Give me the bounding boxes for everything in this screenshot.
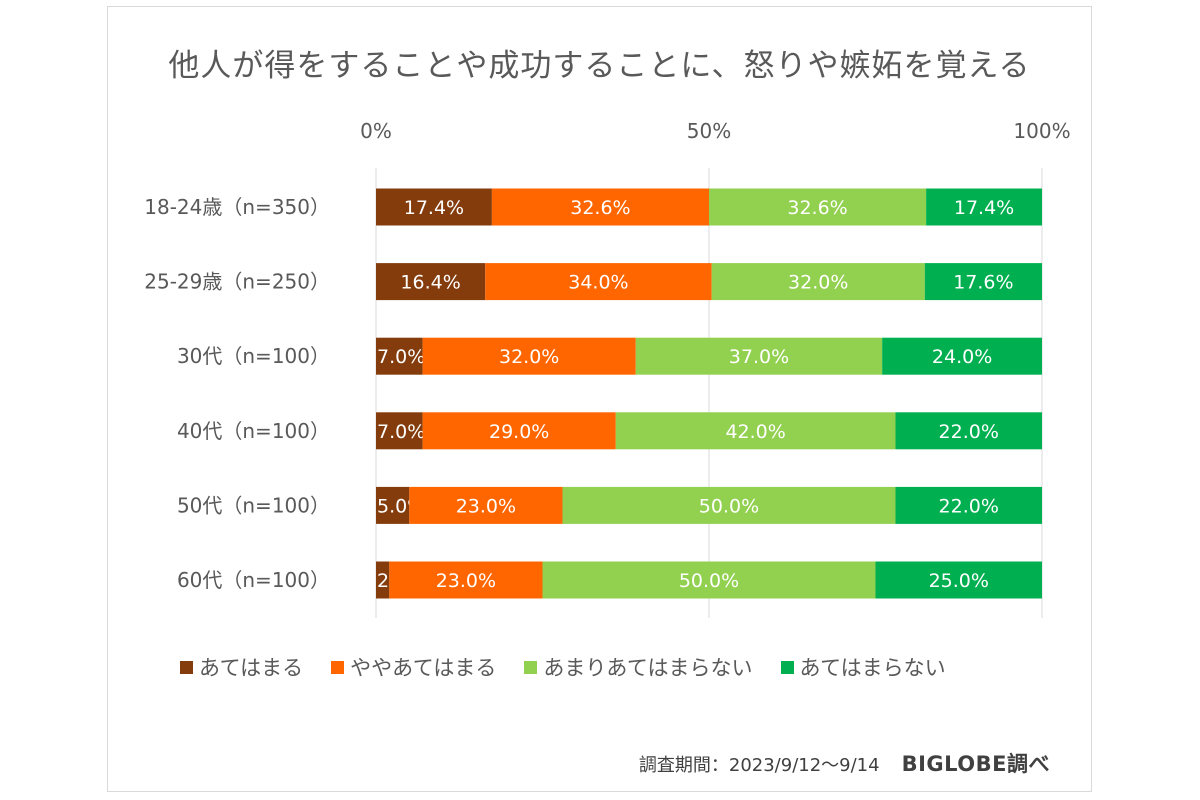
- data-label: 7.0%: [377, 421, 425, 443]
- data-label: 22.0%: [939, 421, 999, 443]
- data-label: 23.0%: [456, 495, 516, 517]
- category-label: 30代（n=100）: [177, 344, 330, 368]
- data-label: 32.6%: [570, 197, 630, 219]
- category-label: 18-24歳（n=350）: [144, 195, 330, 219]
- bar-segment: [895, 486, 1042, 524]
- bar-segment: [376, 561, 390, 599]
- legend-item: あてはまる: [180, 652, 303, 682]
- data-label: 34.0%: [568, 272, 628, 294]
- data-label: 24.0%: [932, 346, 992, 368]
- bar-segment: [422, 337, 636, 375]
- data-label: 32.0%: [788, 272, 848, 294]
- legend-item: ややあてはまる: [331, 652, 496, 682]
- data-label: 37.0%: [729, 346, 789, 368]
- bar-segment: [376, 263, 486, 301]
- chart-frame: [107, 6, 1092, 792]
- bar-segment: [711, 263, 925, 301]
- legend-swatch: [524, 660, 538, 674]
- bar-segment: [615, 412, 896, 450]
- data-label: 32.6%: [787, 197, 847, 219]
- bar-segment: [542, 561, 876, 599]
- category-label: 50代（n=100）: [177, 493, 330, 517]
- x-tick-label: 100%: [1013, 119, 1070, 143]
- x-tick-label: 50%: [687, 119, 731, 143]
- data-label: 17.4%: [954, 197, 1014, 219]
- bar-segment: [389, 561, 543, 599]
- data-label: 23.0%: [436, 570, 496, 592]
- bar-segment: [875, 561, 1042, 599]
- data-label: 22.0%: [939, 495, 999, 517]
- footer: 調査期間：2023/9/12～9/14 BIGLOBE調べ: [639, 748, 1050, 778]
- data-label: 50.0%: [699, 495, 759, 517]
- legend-item: あまりあてはまらない: [524, 652, 753, 682]
- data-label: 25.0%: [929, 570, 989, 592]
- category-label: 40代（n=100）: [177, 419, 330, 443]
- legend-label: あてはまる: [199, 656, 304, 680]
- bar-segment: [376, 188, 492, 226]
- data-label: 17.4%: [404, 197, 464, 219]
- x-tick-label: 0%: [360, 119, 392, 143]
- data-label: 16.4%: [400, 272, 460, 294]
- bar-segment: [409, 486, 563, 524]
- data-label: 29.0%: [489, 421, 549, 443]
- source-credit: BIGLOBE調べ: [901, 752, 1050, 776]
- bar-segment: [635, 337, 883, 375]
- chart-title: 他人が得をすることや成功することに、怒りや嫉妬を覚える: [168, 48, 1031, 84]
- legend-label: ややあてはまる: [350, 656, 497, 680]
- bar-segment: [376, 337, 423, 375]
- bar-segment: [376, 486, 410, 524]
- data-label: 32.0%: [499, 346, 559, 368]
- bar-segment: [926, 188, 1042, 226]
- legend-label: あてはまらない: [799, 656, 946, 680]
- legend-label: あまりあてはまらない: [543, 656, 753, 680]
- bar-segment: [485, 263, 712, 301]
- data-label: 7.0%: [377, 346, 425, 368]
- data-label: 17.6%: [953, 272, 1013, 294]
- survey-period: 調査期間：2023/9/12～9/14: [638, 755, 880, 776]
- bar-segment: [882, 337, 1042, 375]
- legend: あてはまる ややあてはまる あまりあてはまらない あてはまらない: [180, 652, 946, 682]
- legend-item: あてはまらない: [780, 652, 946, 682]
- bar-segment: [895, 412, 1042, 450]
- bar-segment: [422, 412, 616, 450]
- bar-segment: [709, 188, 927, 226]
- legend-swatch: [780, 660, 794, 674]
- legend-swatch: [331, 660, 345, 674]
- data-label: 42.0%: [725, 421, 785, 443]
- category-label: 25-29歳（n=250）: [144, 270, 330, 294]
- bar-segment: [924, 263, 1042, 301]
- bar-segment: [376, 412, 423, 450]
- category-label: 60代（n=100）: [177, 568, 330, 592]
- legend-swatch: [180, 660, 193, 674]
- bar-segment: [491, 188, 709, 226]
- data-label: 50.0%: [679, 570, 739, 592]
- bar-segment: [562, 486, 896, 524]
